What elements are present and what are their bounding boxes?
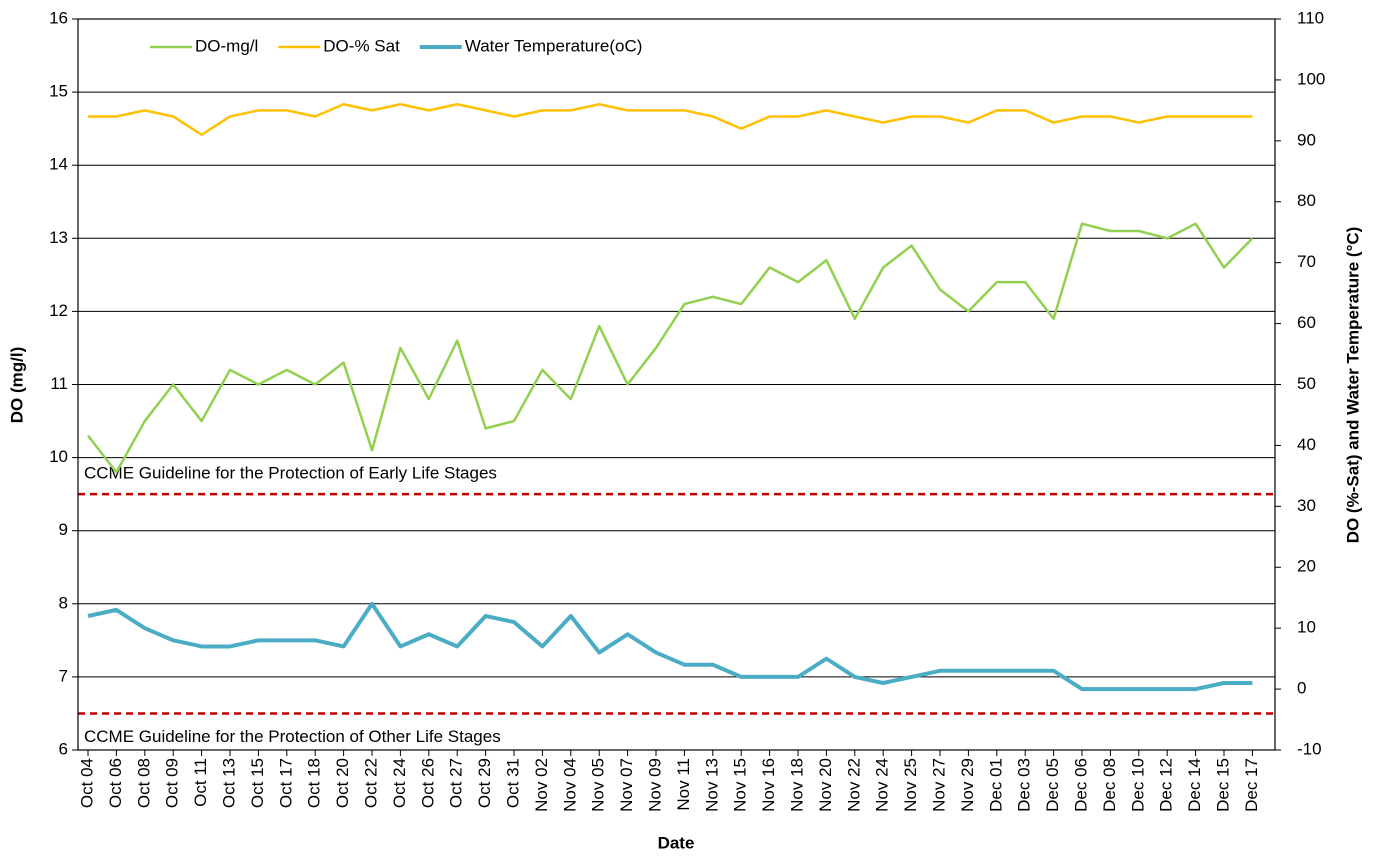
y-tick-label: 9 <box>59 520 68 539</box>
x-axis-title: Date <box>658 833 695 852</box>
y-tick-label: 16 <box>49 8 68 27</box>
y-tick-label: 14 <box>49 155 68 174</box>
x-tick-label: Nov 24 <box>873 758 892 812</box>
x-tick-label: Oct 15 <box>248 758 267 808</box>
x-tick-label: Nov 05 <box>589 758 608 812</box>
x-tick-label: Oct 22 <box>361 758 380 808</box>
x-tick-label: Oct 09 <box>163 758 182 808</box>
x-tick-label: Oct 31 <box>503 758 522 808</box>
y2-tick-label: 70 <box>1297 252 1316 271</box>
x-tick-label: Oct 08 <box>134 758 153 808</box>
y2-tick-label: 80 <box>1297 191 1316 210</box>
series-line <box>88 103 1253 136</box>
reference-label: CCME Guideline for the Protection of Oth… <box>84 727 501 746</box>
x-tick-label: Oct 11 <box>191 758 210 807</box>
y-tick-label: 12 <box>49 301 68 320</box>
x-tick-label: Nov 11 <box>674 758 693 811</box>
x-tick-label: Oct 18 <box>305 758 324 808</box>
y2-axis-title: DO (%-Sat) and Water Temperature (°C) <box>1343 227 1362 544</box>
x-tick-label: Oct 24 <box>390 758 409 808</box>
y2-tick-label: 10 <box>1297 618 1316 637</box>
x-tick-label: Dec 10 <box>1128 758 1147 812</box>
x-tick-label: Dec 14 <box>1185 758 1204 812</box>
y2-tick-label: -10 <box>1297 739 1322 758</box>
x-tick-label: Nov 29 <box>958 758 977 812</box>
y-tick-label: 11 <box>50 374 68 393</box>
x-tick-label: Dec 15 <box>1213 758 1232 812</box>
x-tick-label: Nov 16 <box>759 758 778 812</box>
y2-tick-label: 110 <box>1297 8 1324 27</box>
series-line <box>87 222 1254 474</box>
x-tick-label: Dec 03 <box>1015 758 1034 812</box>
y-tick-label: 13 <box>49 228 68 247</box>
y2-tick-label: 0 <box>1297 679 1306 698</box>
reference-label: CCME Guideline for the Protection of Ear… <box>84 464 497 483</box>
y-tick-label: 7 <box>59 666 68 685</box>
y2-tick-label: 60 <box>1297 313 1316 332</box>
x-tick-label: Dec 05 <box>1043 758 1062 812</box>
x-tick-label: Dec 01 <box>986 758 1005 812</box>
x-tick-label: Nov 13 <box>702 758 721 812</box>
y2-tick-label: 90 <box>1297 130 1316 149</box>
y-tick-label: 15 <box>49 82 68 101</box>
y2-tick-label: 50 <box>1297 374 1316 393</box>
series-line <box>87 601 1253 692</box>
legend-label: Water Temperature(oC) <box>465 36 643 55</box>
x-tick-label: Dec 06 <box>1071 758 1090 812</box>
x-tick-label: Oct 17 <box>276 758 295 808</box>
y2-tick-label: 40 <box>1297 435 1316 454</box>
y2-tick-label: 30 <box>1297 496 1316 515</box>
x-tick-label: Nov 04 <box>560 758 579 812</box>
x-tick-label: Oct 06 <box>106 758 125 808</box>
x-tick-label: Nov 18 <box>787 758 806 812</box>
x-tick-label: Nov 15 <box>731 758 750 812</box>
x-tick-label: Nov 09 <box>645 758 664 812</box>
y-tick-label: 10 <box>49 447 68 466</box>
legend-label: DO-% Sat <box>323 36 400 55</box>
y2-tick-label: 100 <box>1297 69 1325 88</box>
x-tick-label: Nov 07 <box>617 758 636 812</box>
y-tick-label: 8 <box>59 593 68 612</box>
y2-tick-label: 20 <box>1297 557 1316 576</box>
x-tick-label: Oct 20 <box>333 758 352 808</box>
x-tick-label: Nov 20 <box>816 758 835 812</box>
y-axis-title: DO (mg/l) <box>7 347 26 424</box>
x-tick-label: Nov 02 <box>532 758 551 812</box>
legend-label: DO-mg/l <box>195 36 258 55</box>
y-tick-label: 6 <box>59 739 68 758</box>
x-tick-label: Oct 29 <box>475 758 494 808</box>
x-tick-label: Oct 26 <box>418 758 437 808</box>
x-tick-label: Oct 13 <box>219 758 238 808</box>
x-tick-label: Dec 08 <box>1100 758 1119 812</box>
x-tick-label: Dec 17 <box>1242 758 1261 812</box>
x-tick-label: Oct 27 <box>447 758 466 808</box>
x-tick-label: Nov 27 <box>929 758 948 812</box>
x-tick-label: Nov 25 <box>901 758 920 812</box>
x-tick-label: Dec 12 <box>1157 758 1176 812</box>
plot-frame <box>77 18 1276 751</box>
x-tick-label: Oct 04 <box>77 758 96 808</box>
x-tick-label: Nov 22 <box>844 758 863 812</box>
